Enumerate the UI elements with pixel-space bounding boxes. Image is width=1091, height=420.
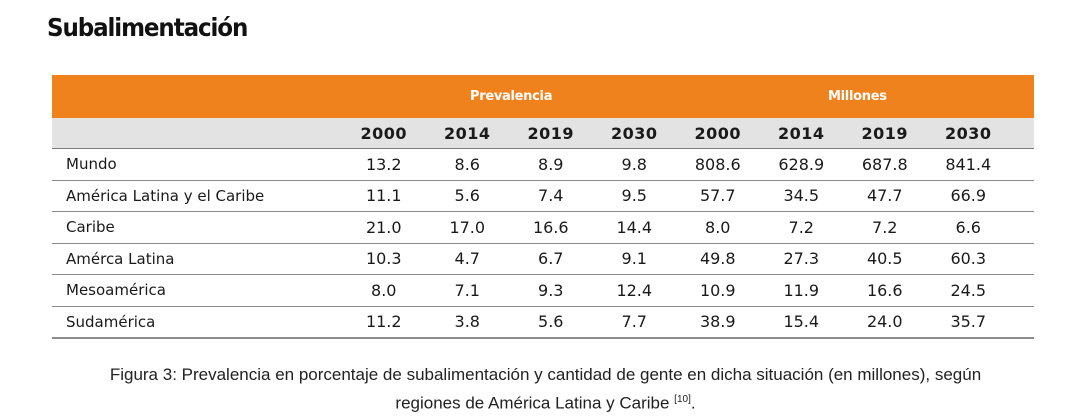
page-title: Subalimentación xyxy=(47,13,248,42)
table-row: América Latina y el Caribe 11.1 5.6 7.4 9.5 5… xyxy=(52,181,1034,212)
table-cell: 60.3 xyxy=(950,249,987,269)
table-cell: 5.6 xyxy=(454,186,480,206)
figure-caption: Figura 3: Prevalencia en porcentaje de s… xyxy=(0,362,1091,416)
row-label: Sudamérica xyxy=(66,312,156,331)
table-row: Amérca Latina 10.3 4.7 6.7 9.1 49.8 27.3 40.5 60… xyxy=(52,244,1034,275)
column-header-year: 2000 xyxy=(694,123,742,143)
table-cell: 15.4 xyxy=(783,312,820,332)
table-cell: 7.1 xyxy=(454,280,480,300)
column-header-year: 2014 xyxy=(777,123,825,143)
table-cell: 49.8 xyxy=(699,249,736,269)
table-cell: 8.6 xyxy=(454,154,480,174)
table-cell: 8.0 xyxy=(705,217,731,237)
table-cell: 628.9 xyxy=(778,154,825,174)
group-header-prevalencia: Prevalencia xyxy=(470,89,553,104)
column-header-year: 2019 xyxy=(527,123,575,143)
table-cell: 16.6 xyxy=(866,280,903,300)
table-cell: 14.4 xyxy=(616,217,653,237)
column-header-year: 2030 xyxy=(610,123,658,143)
table-cell: 8.9 xyxy=(538,154,564,174)
table-cell: 27.3 xyxy=(783,249,820,269)
table-cell: 5.6 xyxy=(538,312,564,332)
caption-line-1: Figura 3: Prevalencia en porcentaje de s… xyxy=(109,365,982,384)
table-cell: 7.4 xyxy=(538,186,564,206)
table-cell: 10.3 xyxy=(365,249,402,269)
row-label: Mundo xyxy=(66,155,117,174)
table-row: Caribe 21.0 17.0 16.6 14.4 8.0 7.2 7.2 6.6 xyxy=(52,212,1034,244)
table-cell: 11.2 xyxy=(365,312,402,332)
column-header-year: 2014 xyxy=(443,123,491,143)
caption-reference: [10] xyxy=(674,394,691,405)
table-cell: 47.7 xyxy=(866,186,903,206)
table-cell: 7.2 xyxy=(872,217,898,237)
caption-line-2: regiones de América Latina y Caribe xyxy=(395,393,675,413)
group-header-band: Prevalencia Millones xyxy=(52,75,1034,118)
table-cell: 8.0 xyxy=(371,280,397,300)
caption-end: . xyxy=(690,393,696,413)
table-cell: 9.3 xyxy=(538,280,564,300)
table-cell: 66.9 xyxy=(950,186,987,206)
table-cell: 7.7 xyxy=(621,312,647,332)
table-cell: 11.9 xyxy=(783,280,820,300)
row-label: Caribe xyxy=(66,218,115,237)
table-cell: 3.8 xyxy=(454,312,480,332)
group-header-millones: Millones xyxy=(828,89,887,104)
table-cell: 4.7 xyxy=(454,249,480,269)
table-cell: 21.0 xyxy=(365,217,402,237)
table-cell: 38.9 xyxy=(699,312,736,332)
table-cell: 35.7 xyxy=(950,312,987,332)
table-cell: 17.0 xyxy=(449,217,486,237)
column-header-year: 2030 xyxy=(944,123,992,143)
table-cell: 24.5 xyxy=(950,280,987,300)
table-cell: 6.6 xyxy=(955,217,981,237)
column-header-year: 2019 xyxy=(861,123,909,143)
table-cell: 24.0 xyxy=(866,312,903,332)
table-cell: 687.8 xyxy=(861,154,908,174)
table-cell: 11.1 xyxy=(365,186,402,206)
column-header-year: 2000 xyxy=(360,123,408,143)
table-row: Mesoamérica 8.0 7.1 9.3 12.4 10.9 11.9 16.6 24.5 xyxy=(52,275,1034,307)
table-row: Sudamérica 11.2 3.8 5.6 7.7 38.9 15.4 24.0 35.7 xyxy=(52,307,1034,339)
table-cell: 12.4 xyxy=(616,280,653,300)
table-cell: 6.7 xyxy=(538,249,564,269)
table-cell: 57.7 xyxy=(699,186,736,206)
table-cell: 7.2 xyxy=(788,217,814,237)
table-cell: 808.6 xyxy=(694,154,741,174)
table-cell: 13.2 xyxy=(365,154,402,174)
table-cell: 9.1 xyxy=(621,249,647,269)
table-cell: 16.6 xyxy=(532,217,569,237)
row-label: Amérca Latina xyxy=(66,249,175,268)
table-cell: 10.9 xyxy=(699,280,736,300)
table-cell: 34.5 xyxy=(783,186,820,206)
data-table: Prevalencia Millones 2000 2014 2019 2030 200… xyxy=(52,75,1034,339)
table-cell: 40.5 xyxy=(866,249,903,269)
table-cell: 9.5 xyxy=(621,186,647,206)
table-cell: 841.4 xyxy=(945,154,992,174)
row-label: América Latina y el Caribe xyxy=(66,186,265,205)
table-row: Mundo 13.2 8.6 8.9 9.8 808.6 628.9 687.8 841.4 xyxy=(52,149,1034,181)
table-cell: 9.8 xyxy=(621,154,647,174)
column-header-row: 2000 2014 2019 2030 2000 2014 2019 2030 xyxy=(52,118,1034,149)
row-label: Mesoamérica xyxy=(66,281,166,300)
